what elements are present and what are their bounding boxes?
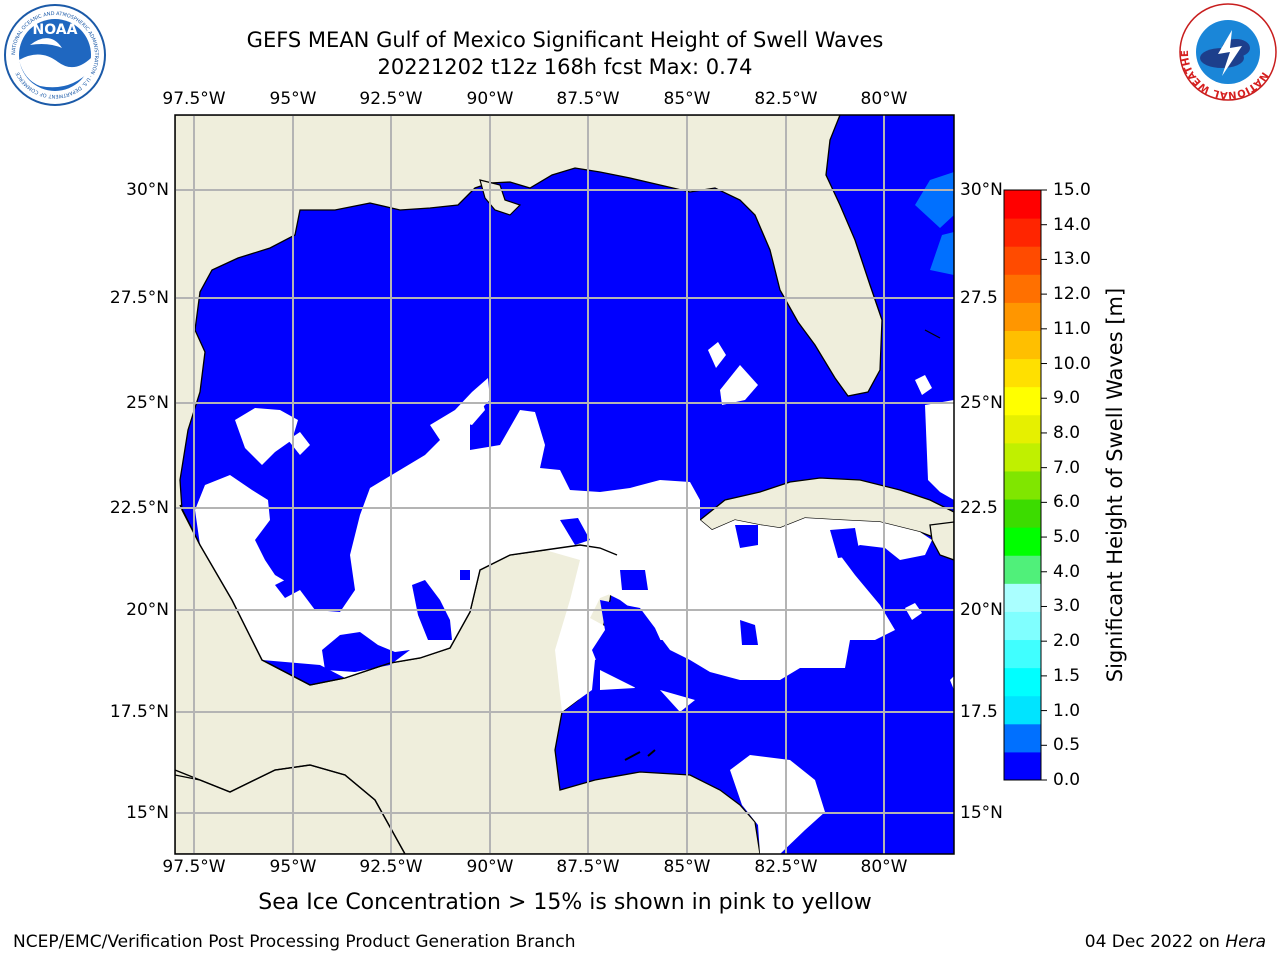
lon-label-top: 95°W [269,89,317,109]
colorbar-tick-label: 5.0 [1053,527,1081,548]
colorbar-segment [1004,611,1041,641]
colorbar-tick-label: 12.0 [1053,284,1091,305]
lat-label-left: 17.5°N [109,702,169,722]
lon-label-top: 85°W [663,89,711,109]
colorbar-tick-label: 7.0 [1053,457,1081,478]
lon-label-top: 90°W [466,89,514,109]
colorbar-segment [1004,555,1041,584]
lat-label-right: 20°N [960,600,1003,620]
lat-label-left: 20°N [126,600,169,620]
lat-label-right: 27.5 [960,288,998,308]
colorbar-segment [1004,414,1041,444]
lon-label-top: 97.5°W [162,89,226,109]
lat-label-right: 30°N [960,180,1003,200]
footer-credit: NCEP/EMC/Verification Post Processing Pr… [13,932,576,952]
lat-label-right: 17.5 [960,702,998,722]
colorbar-tick-label: 15.0 [1053,180,1091,200]
colorbar-label: Significant Height of Swell Waves [m] [1103,287,1127,683]
lat-label-left: 27.5°N [109,288,169,308]
colorbar-segment [1004,751,1041,781]
colorbar-tick-label: 3.0 [1053,596,1081,617]
graticule [175,115,954,854]
lon-label-top: 82.5°W [754,89,818,109]
colorbar-segment [1004,667,1041,697]
colorbar-segment [1004,723,1041,753]
colorbar-frame [1003,189,1042,781]
colorbar-tick-label: 9.0 [1053,388,1081,409]
colorbar-tick-label: 13.0 [1053,249,1091,270]
colorbar-segment [1004,639,1041,669]
colorbar-tick-label: 0.0 [1053,770,1081,790]
lat-label-right: 22.5 [960,498,998,518]
land-hispaniola [929,521,954,561]
colorbar-segment [1004,583,1041,612]
colorbar-segment [1004,274,1041,303]
lon-label-bottom: 92.5°W [359,857,423,877]
nws-logo: NATIONAL WEATHER SERVICE [0,0,1277,101]
lat-label-right: 15°N [960,803,1003,823]
sea-ice-caption: Sea Ice Concentration > 15% is shown in … [258,890,872,915]
chart-subtitle: 20221202 t12z 168h fcst Max: 0.74 [377,55,753,79]
colorbar-segment [1004,218,1041,247]
map-frame [174,114,955,855]
footer-on: on [1193,932,1226,952]
lat-label-right: 25°N [960,393,1003,413]
lon-label-top: 80°W [860,89,908,109]
lon-label-top: 87.5°W [556,89,620,109]
colorbar-tick-label: 8.0 [1053,422,1081,443]
colorbar-segment [1004,695,1041,725]
swell-patch [930,232,954,275]
colorbar-tick-label: 6.0 [1053,492,1081,513]
colorbar-segment [1004,527,1041,556]
colorbar-segment [1004,246,1041,275]
lon-label-bottom: 82.5°W [754,857,818,877]
colorbar-tick-label: 2.0 [1053,631,1081,652]
lon-label-bottom: 87.5°W [556,857,620,877]
footer-date: 04 Dec 2022 on Hera [1085,932,1266,952]
colorbar [1004,190,1041,781]
colorbar-tick-label: 1.0 [1053,700,1081,721]
lat-label-left: 22.5°N [109,498,169,518]
colorbar-tick-label: 10.0 [1053,353,1091,374]
colorbar-tick-label: 1.5 [1053,665,1081,686]
colorbar-segment [1004,190,1041,219]
swell-patch [915,172,954,228]
colorbar-segment [1004,386,1041,416]
footer-host: Hera [1225,932,1266,952]
map-panel [175,115,954,854]
lat-label-left: 15°N [126,803,169,823]
colorbar-segment [1004,302,1041,331]
colorbar-segment [1004,470,1041,500]
lon-label-bottom: 95°W [269,857,317,877]
colorbar-tick-label: 14.0 [1053,214,1091,235]
colorbar-segment [1004,442,1041,472]
colorbar-tick-label: 0.5 [1053,735,1081,756]
islands-honduras [624,749,656,761]
colorbar-tick-label: 11.0 [1053,318,1091,339]
lon-label-bottom: 80°W [860,857,908,877]
lat-label-left: 30°N [126,180,169,200]
noaa-logo: NOAA NATIONAL OCEANIC AND ATMOSPHERIC AD… [4,4,106,106]
colorbar-segment [1004,499,1041,528]
lon-label-bottom: 90°W [466,857,514,877]
lon-label-bottom: 85°W [663,857,711,877]
colorbar-segment [1004,358,1041,388]
colorbar-tick-label: 4.0 [1053,561,1081,582]
footer-date-text: 04 Dec 2022 [1084,932,1194,952]
lat-label-left: 25°N [126,393,169,413]
coastline [179,504,618,686]
lon-label-bottom: 97.5°W [162,857,226,877]
colorbar-segment [1004,330,1041,360]
svg-text:NATIONAL WEATHER SERVICE: NATIONAL WEATHER SERVICE [0,0,1270,100]
lon-label-top: 92.5°W [359,89,423,109]
chart-title: GEFS MEAN Gulf of Mexico Significant Hei… [246,28,884,52]
noaa-logo-text: NOAA [33,22,78,38]
